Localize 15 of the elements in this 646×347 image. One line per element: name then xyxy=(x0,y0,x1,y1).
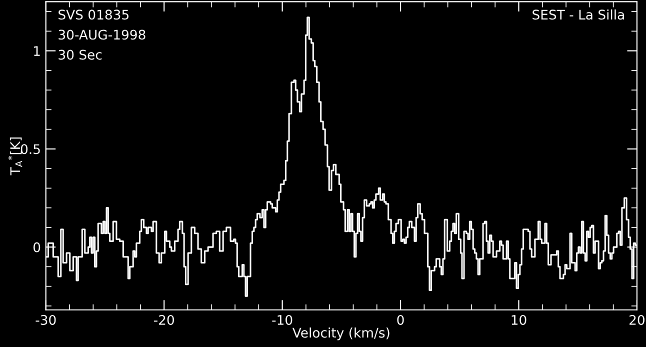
annotation: 30 Sec xyxy=(58,50,102,60)
x-tick-label: -20 xyxy=(154,314,174,325)
x-tick-label: 20 xyxy=(630,314,644,325)
y-tick-label: 0.5 xyxy=(20,144,40,154)
x-axis-title: Velocity (km/s) xyxy=(292,328,390,340)
x-tick-label: -10 xyxy=(272,314,292,325)
y-tick-label: 0 xyxy=(33,242,40,252)
annotation: SVS 01835 xyxy=(58,10,128,20)
x-tick-label: 0 xyxy=(397,314,404,325)
annotation: SEST - La Silla xyxy=(532,9,624,20)
x-tick-label: -30 xyxy=(36,314,56,325)
x-tick-label: 10 xyxy=(512,314,526,325)
annotation: 30-AUG-1998 xyxy=(58,30,146,40)
y-axis-title: T$_{A}$$^{*}$[K] xyxy=(8,137,22,176)
y-tick-label: 1 xyxy=(34,46,40,56)
